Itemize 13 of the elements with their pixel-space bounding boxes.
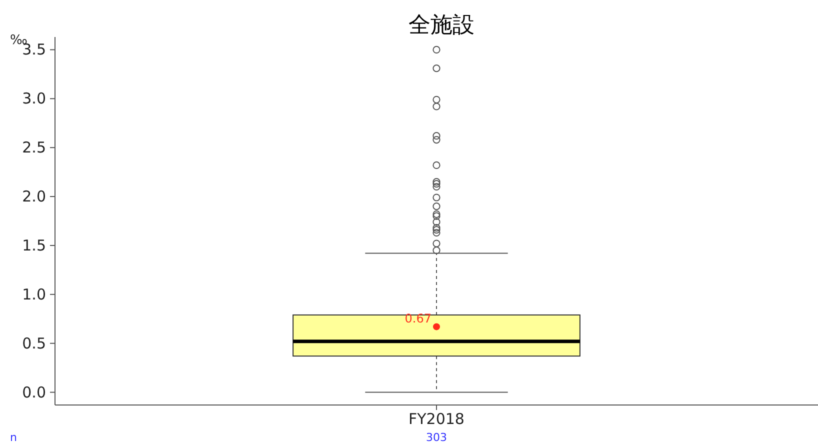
text: n (10, 431, 17, 443)
y-tick-label: 3.0 (22, 90, 46, 108)
text: 303 (426, 431, 447, 443)
text: 0.67 (404, 312, 432, 326)
y-tick-label: 0.0 (22, 383, 46, 402)
y-tick-label: 1.5 (22, 236, 46, 254)
chart-title: 全施設 (408, 13, 474, 38)
y-tick-label: 2.5 (22, 138, 46, 157)
y-tick-label: 1.0 (22, 285, 46, 304)
y-tick-label: 0.5 (22, 334, 46, 352)
x-tick-label: FY2018 (408, 410, 464, 428)
y-tick-label: 2.0 (22, 188, 46, 206)
y-axis-title: ‰ (10, 33, 28, 48)
